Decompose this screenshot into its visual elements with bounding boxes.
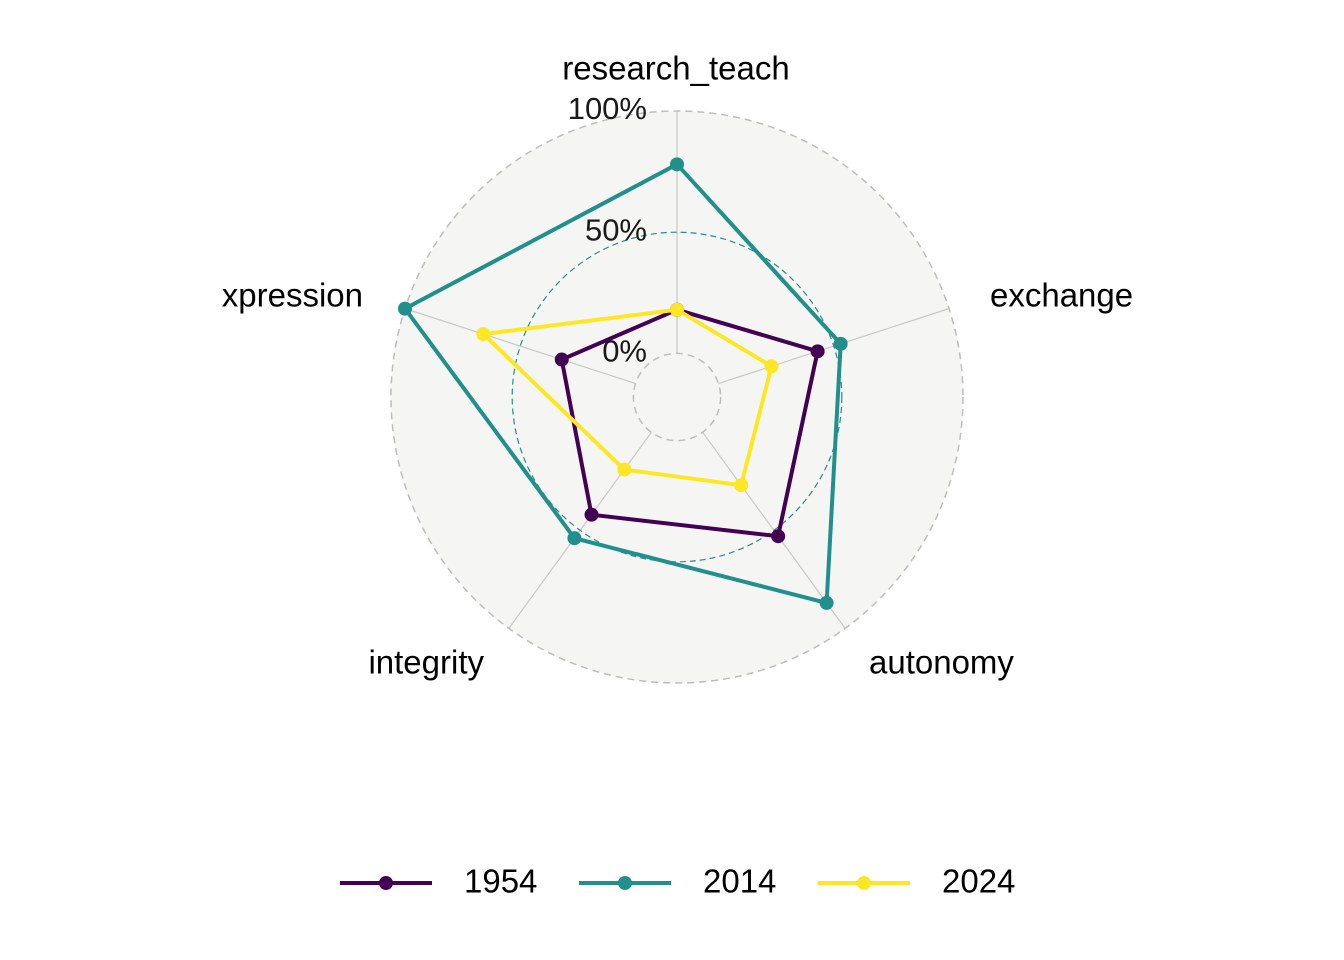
series-layer: [397, 157, 848, 610]
grid-circle-1: [632, 352, 722, 442]
series-line-2014: [403, 162, 843, 605]
point-2024-research_teach: [670, 302, 684, 317]
grid-label-3: 100%: [568, 91, 647, 126]
point-1954-xpression: [554, 352, 569, 367]
grid-labels: 0% 50% 100%: [568, 91, 647, 368]
point-2024-autonomy: [734, 478, 749, 493]
point-1954-autonomy: [771, 529, 786, 544]
point-2014-integrity: [567, 531, 582, 546]
grid-circle-3: [390, 110, 964, 684]
legend-key-point: [379, 876, 393, 890]
point-2024-xpression: [476, 327, 491, 342]
legend-item-2014: 2014: [579, 863, 776, 900]
legend-label-1954: 1954: [464, 863, 537, 900]
point-1954-integrity: [584, 507, 599, 522]
legend-item-2024: 2024: [818, 863, 1015, 900]
legend: 1954 2014 2024: [340, 863, 1015, 900]
grid-circles: [390, 110, 964, 684]
legend-key-point: [857, 876, 871, 890]
axis-label-autonomy: autonomy: [869, 644, 1014, 681]
grid-label-1: 0%: [602, 334, 647, 369]
point-2014-xpression: [397, 301, 412, 316]
background-disc: [391, 111, 963, 683]
series-line-2024: [481, 307, 774, 488]
plot-background: [391, 111, 963, 683]
point-2024-integrity: [617, 462, 632, 477]
point-2014-autonomy: [819, 595, 834, 610]
point-2014-exchange: [833, 336, 848, 351]
legend-item-1954: 1954: [340, 863, 537, 900]
axis-label-exchange: exchange: [990, 277, 1133, 314]
legend-label-2024: 2024: [942, 863, 1015, 900]
point-1954-exchange: [810, 344, 825, 359]
legend-key-point: [618, 876, 632, 890]
point-2014-research_teach: [670, 157, 684, 172]
series-line-1954: [559, 307, 820, 539]
axis-label-research_teach: research_teach: [562, 50, 789, 87]
axis-label-xpression: xpression: [222, 277, 363, 314]
axis-spoke-xpression: [404, 308, 636, 385]
point-2024-exchange: [764, 359, 779, 374]
legend-label-2014: 2014: [703, 863, 776, 900]
axis-labels: research_teach exchange autonomy integrity x…: [222, 50, 1133, 681]
axis-label-integrity: integrity: [368, 644, 484, 681]
grid-label-2: 50%: [585, 212, 647, 247]
grid-circle-2: [511, 231, 843, 563]
series-2024: [476, 302, 779, 493]
series-2014: [397, 157, 848, 610]
